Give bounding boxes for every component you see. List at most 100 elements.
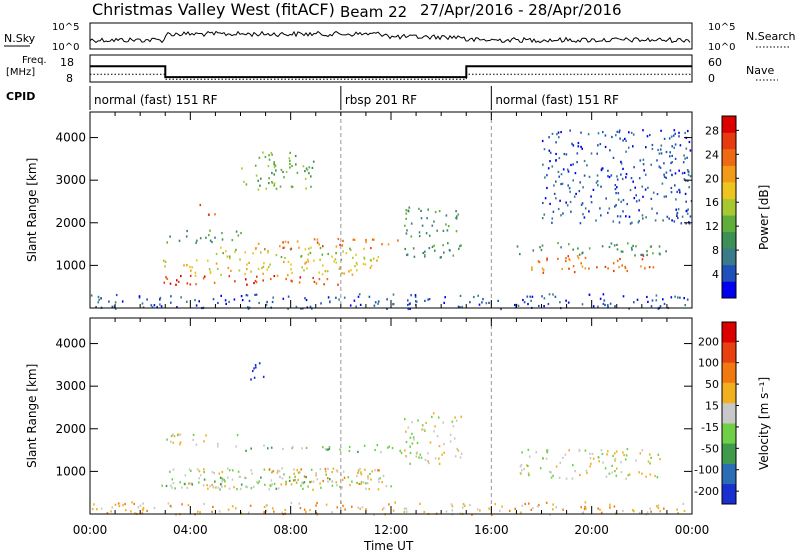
data-cell bbox=[614, 305, 616, 308]
colorbar-tick-label: 28 bbox=[705, 124, 719, 137]
data-cell bbox=[625, 150, 627, 153]
data-cell bbox=[318, 271, 320, 274]
data-cell bbox=[597, 456, 600, 459]
data-cell bbox=[195, 443, 198, 446]
data-cell bbox=[531, 266, 533, 269]
velocity-axes: 1000 2000 3000 4000 bbox=[55, 318, 693, 514]
data-cell bbox=[228, 300, 230, 303]
data-cell bbox=[584, 505, 586, 508]
data-cell bbox=[614, 452, 616, 455]
data-cell bbox=[342, 250, 344, 253]
data-cell bbox=[424, 299, 426, 302]
data-cell bbox=[327, 448, 329, 451]
data-cell bbox=[197, 510, 199, 513]
data-cell bbox=[541, 139, 544, 143]
data-cell bbox=[186, 264, 188, 267]
data-cell bbox=[683, 171, 686, 174]
data-cell bbox=[285, 277, 287, 281]
data-cell bbox=[602, 293, 605, 296]
data-cell bbox=[516, 245, 519, 248]
data-cell bbox=[240, 483, 243, 486]
data-cell bbox=[356, 269, 358, 272]
data-cell bbox=[368, 295, 371, 298]
data-cell bbox=[409, 445, 411, 448]
colorbar-swatch bbox=[722, 382, 736, 404]
data-cell bbox=[386, 307, 388, 310]
data-cell bbox=[95, 306, 97, 309]
data-cell bbox=[279, 185, 282, 188]
data-cell bbox=[459, 306, 461, 309]
data-cell bbox=[225, 250, 227, 253]
data-cell bbox=[161, 484, 163, 487]
data-cell bbox=[415, 455, 418, 458]
data-cell bbox=[478, 303, 481, 306]
data-cell bbox=[269, 263, 271, 266]
data-cell bbox=[629, 222, 632, 225]
data-cell bbox=[267, 165, 270, 168]
data-cell bbox=[581, 202, 584, 205]
data-cell bbox=[211, 483, 213, 486]
data-cell bbox=[614, 470, 616, 473]
data-cell bbox=[440, 256, 442, 259]
data-cell bbox=[679, 296, 681, 299]
data-cell bbox=[590, 195, 592, 198]
data-cell bbox=[434, 249, 436, 252]
data-cell bbox=[349, 304, 352, 307]
data-cell bbox=[328, 446, 331, 449]
data-cell bbox=[579, 473, 581, 477]
data-cell bbox=[545, 457, 548, 460]
data-cell bbox=[578, 253, 581, 256]
data-cell bbox=[221, 477, 223, 480]
data-cell bbox=[433, 430, 435, 433]
data-cell bbox=[599, 508, 601, 511]
data-cell bbox=[406, 253, 408, 257]
data-cell bbox=[186, 229, 188, 233]
data-cell bbox=[622, 509, 624, 512]
data-cell bbox=[227, 508, 230, 511]
data-cell bbox=[527, 472, 530, 475]
data-cell bbox=[258, 301, 260, 305]
data-cell bbox=[620, 250, 623, 253]
y-tick-label: 1000 bbox=[55, 464, 86, 478]
data-cell bbox=[138, 295, 141, 298]
colorbar-tick-label: 15 bbox=[705, 400, 719, 413]
freq-label-1: Freq. bbox=[22, 55, 47, 66]
data-cell bbox=[568, 267, 570, 270]
data-cell bbox=[607, 211, 609, 214]
data-cell bbox=[488, 301, 490, 304]
data-cell bbox=[618, 266, 620, 269]
data-cell bbox=[188, 468, 191, 471]
data-cell bbox=[574, 470, 576, 473]
data-cell bbox=[446, 229, 449, 232]
data-cell bbox=[387, 243, 390, 246]
data-cell bbox=[331, 471, 333, 474]
data-cell bbox=[170, 301, 172, 304]
data-cell bbox=[227, 476, 229, 479]
data-cell bbox=[124, 509, 127, 512]
freq-panel-frame bbox=[89, 54, 693, 83]
data-cell bbox=[367, 475, 369, 478]
colorbar-tick-label: 20 bbox=[705, 172, 719, 185]
data-cell bbox=[245, 278, 247, 281]
data-cell bbox=[614, 457, 617, 460]
data-cell bbox=[523, 301, 526, 304]
data-cell bbox=[217, 445, 219, 448]
data-cell bbox=[215, 262, 218, 265]
data-cell bbox=[657, 307, 660, 310]
data-cell bbox=[262, 272, 264, 275]
data-cell bbox=[241, 167, 243, 170]
data-cell bbox=[454, 416, 456, 419]
data-cell bbox=[420, 456, 423, 459]
data-cell bbox=[300, 468, 302, 471]
data-cell bbox=[322, 245, 324, 248]
data-cell bbox=[622, 451, 624, 454]
data-cell bbox=[294, 154, 297, 158]
data-cell bbox=[335, 245, 338, 248]
data-cell bbox=[171, 478, 174, 481]
data-cell bbox=[110, 510, 112, 513]
data-cell bbox=[271, 471, 273, 474]
data-cell bbox=[357, 469, 360, 472]
data-cell bbox=[603, 299, 606, 302]
data-cell bbox=[675, 208, 677, 211]
data-cell bbox=[457, 449, 460, 452]
